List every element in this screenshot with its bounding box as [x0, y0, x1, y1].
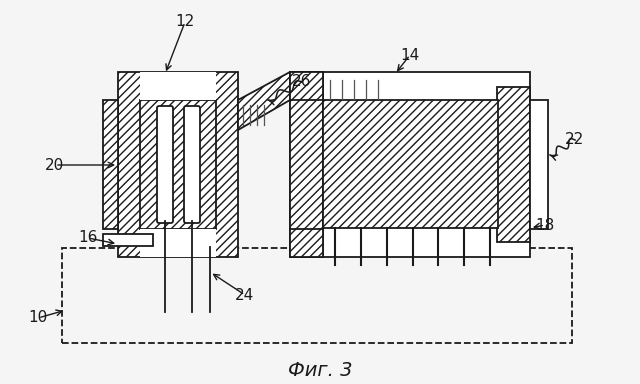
Polygon shape — [238, 72, 290, 130]
Text: 16: 16 — [78, 230, 98, 245]
Polygon shape — [290, 72, 323, 257]
Text: 14: 14 — [401, 48, 420, 63]
Bar — [497, 87, 530, 242]
Bar — [118, 72, 238, 257]
Text: 18: 18 — [536, 217, 555, 232]
Bar — [323, 100, 498, 228]
Bar — [62, 248, 572, 343]
Polygon shape — [290, 229, 323, 257]
Bar — [103, 100, 118, 229]
Polygon shape — [290, 72, 323, 100]
Bar — [530, 100, 548, 229]
Bar — [140, 229, 216, 257]
FancyBboxPatch shape — [157, 106, 173, 223]
Text: 10: 10 — [28, 311, 47, 326]
Bar — [140, 100, 216, 229]
Text: 24: 24 — [236, 288, 255, 303]
Text: Фиг. 3: Фиг. 3 — [288, 361, 352, 379]
Text: 20: 20 — [45, 157, 65, 172]
Text: 12: 12 — [175, 15, 195, 30]
Bar — [140, 72, 216, 100]
Bar — [290, 72, 530, 257]
Bar — [140, 100, 216, 229]
Bar — [103, 234, 153, 246]
Text: 26: 26 — [292, 74, 312, 89]
Text: 22: 22 — [565, 132, 584, 147]
FancyBboxPatch shape — [184, 106, 200, 223]
